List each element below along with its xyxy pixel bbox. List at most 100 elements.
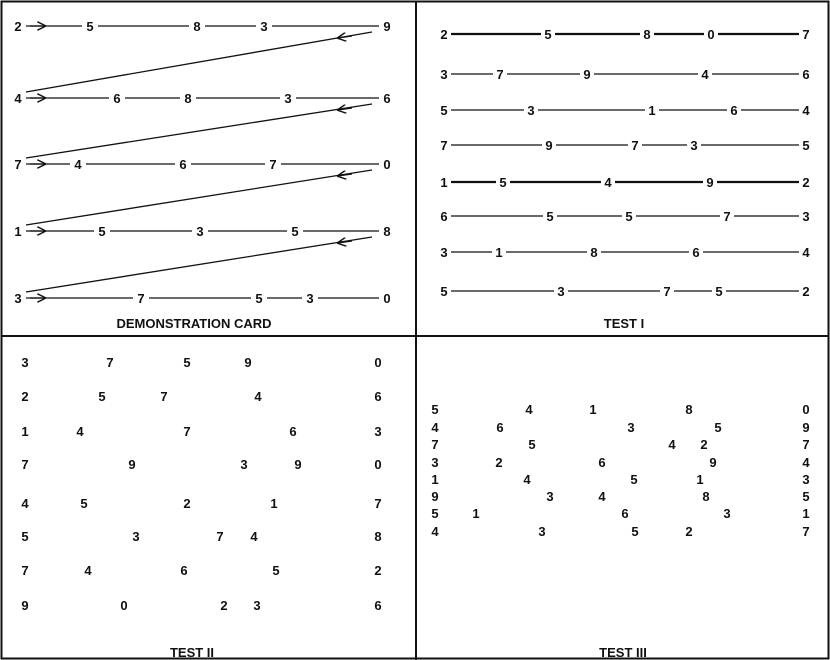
test1-number: 1	[495, 245, 502, 260]
test3-number: 5	[630, 472, 637, 487]
demo-return-arrow	[338, 174, 353, 176]
test2-number: 7	[216, 529, 223, 544]
demo-number: 7	[137, 291, 144, 306]
test2-number: 3	[132, 529, 139, 544]
demo-number: 5	[255, 291, 262, 306]
test2-number: 7	[183, 424, 190, 439]
demo-number: 7	[269, 157, 276, 172]
test2-number: 5	[21, 529, 28, 544]
demo-number: 5	[86, 19, 93, 34]
demo-number: 0	[383, 291, 390, 306]
test2-number: 4	[76, 424, 84, 439]
test2-number: 2	[21, 389, 28, 404]
test3-number: 6	[598, 455, 605, 470]
test2-number: 3	[240, 457, 247, 472]
demo-number: 5	[291, 224, 298, 239]
test2-number: 0	[374, 457, 381, 472]
test1-number: 5	[440, 284, 447, 299]
test3-number: 3	[546, 489, 553, 504]
demo-return-arrow	[338, 241, 353, 243]
test2-number: 3	[253, 598, 260, 613]
test3-number: 4	[431, 524, 439, 539]
test3-number: 5	[431, 402, 438, 417]
test1-number: 3	[527, 103, 534, 118]
demo-diagonal	[25, 103, 373, 159]
test2-number: 5	[183, 355, 190, 370]
demo-number: 6	[113, 91, 120, 106]
test1-number: 5	[499, 175, 506, 190]
test3-number: 4	[668, 437, 676, 452]
test3-number: 2	[685, 524, 692, 539]
test1-number: 5	[625, 209, 632, 224]
test1-number: 3	[440, 67, 447, 82]
test1-number: 9	[583, 67, 590, 82]
test2-number: 7	[160, 389, 167, 404]
test1-number: 5	[440, 103, 447, 118]
test2-number: 5	[98, 389, 105, 404]
demo-number: 1	[14, 224, 21, 239]
test3-number: 9	[802, 420, 809, 435]
test3-number: 5	[431, 506, 438, 521]
test3-number: 2	[700, 437, 707, 452]
test3-number: 1	[431, 472, 438, 487]
test2-number: 9	[128, 457, 135, 472]
demo-number: 8	[184, 91, 191, 106]
demo-diagonal	[25, 236, 373, 293]
test1-caption: TEST I	[604, 316, 644, 331]
test2-number: 2	[220, 598, 227, 613]
demo-number: 6	[383, 91, 390, 106]
test3-number: 7	[802, 524, 809, 539]
test2-number: 4	[250, 529, 258, 544]
test3-number: 4	[802, 455, 810, 470]
test2-number: 4	[21, 496, 29, 511]
test1-number: 3	[690, 138, 697, 153]
test3-number: 4	[525, 402, 533, 417]
test2-number: 4	[254, 389, 262, 404]
test3-number: 7	[802, 437, 809, 452]
test1-number: 7	[440, 138, 447, 153]
test1-number: 7	[723, 209, 730, 224]
test1-number: 6	[440, 209, 447, 224]
test3-number: 1	[802, 506, 809, 521]
test1-number: 4	[701, 67, 709, 82]
test2-number: 9	[294, 457, 301, 472]
test2-number: 0	[374, 355, 381, 370]
demo-number: 9	[383, 19, 390, 34]
demo-caption: DEMONSTRATION CARD	[116, 316, 271, 331]
test2-number: 6	[180, 563, 187, 578]
test3-number: 4	[598, 489, 606, 504]
test1-number: 5	[802, 138, 809, 153]
test1-number: 6	[730, 103, 737, 118]
test3-number: 6	[621, 506, 628, 521]
test1-number: 8	[590, 245, 597, 260]
test3-number: 0	[802, 402, 809, 417]
test2-number: 6	[289, 424, 296, 439]
test3-number: 9	[431, 489, 438, 504]
test2-caption: TEST II	[170, 645, 214, 660]
demo-number: 3	[14, 291, 21, 306]
test3-number: 8	[702, 489, 709, 504]
test3-number: 3	[431, 455, 438, 470]
test2-number: 6	[374, 598, 381, 613]
test3-number: 6	[496, 420, 503, 435]
test2-number: 4	[84, 563, 92, 578]
test1-number: 1	[440, 175, 447, 190]
test2-number: 0	[120, 598, 127, 613]
demo-number: 3	[260, 19, 267, 34]
test2-number: 8	[374, 529, 381, 544]
test3-number: 4	[431, 420, 439, 435]
demo-number: 5	[98, 224, 105, 239]
test2-number: 1	[270, 496, 277, 511]
test3-number: 5	[714, 420, 721, 435]
test3-number: 4	[523, 472, 531, 487]
test1-number: 7	[496, 67, 503, 82]
demo-number: 2	[14, 19, 21, 34]
test1-number: 7	[802, 27, 809, 42]
demo-number: 8	[383, 224, 390, 239]
test3-number: 3	[627, 420, 634, 435]
test3-number: 3	[538, 524, 545, 539]
demo-number: 4	[74, 157, 82, 172]
test2-number: 6	[374, 389, 381, 404]
demo-number: 6	[179, 157, 186, 172]
